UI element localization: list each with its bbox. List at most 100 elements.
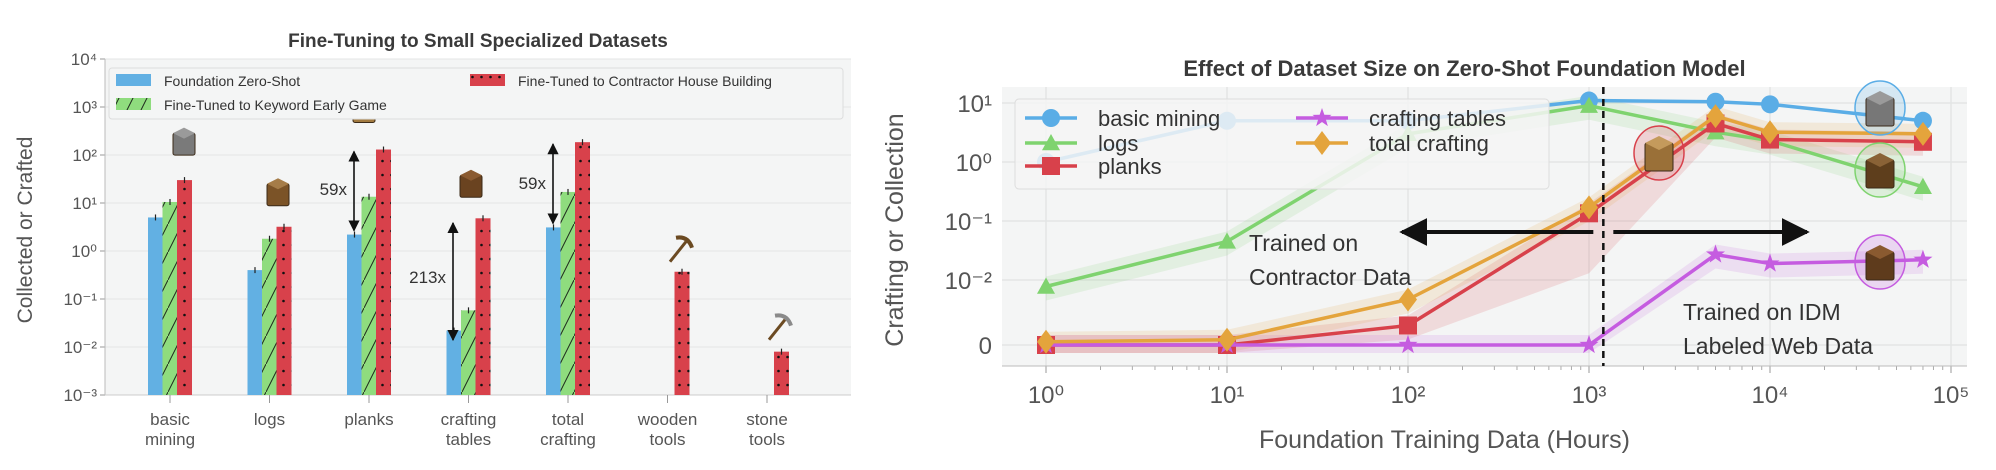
stone-block-icon: [172, 127, 196, 156]
x-tick-label: stone: [746, 410, 788, 429]
data-point: [1760, 253, 1780, 272]
x-tick-label: tools: [650, 430, 686, 449]
stone-block-icon-top: [173, 127, 195, 139]
x-tick-label: 10¹: [1210, 382, 1245, 409]
bar-foundation-zero-shot: [347, 234, 362, 395]
x-tick-label: 10⁵: [1933, 382, 1970, 409]
data-point: [1579, 335, 1599, 354]
planks-block-icon-top: [1645, 136, 1673, 150]
y-tick-label: 10⁻¹: [945, 209, 992, 236]
bar-fine-tuned-to-contractor-house-building: [376, 149, 391, 395]
y-axis-label: Collected or Crafted: [14, 137, 37, 324]
bar-fine-tuned-to-keyword-early-game: [461, 310, 476, 395]
x-tick-label: 10⁰: [1028, 382, 1064, 409]
y-tick-label: 10⁻¹: [63, 290, 97, 309]
legend-label: total crafting: [1369, 131, 1489, 156]
bar-fine-tuned-to-keyword-early-game: [560, 191, 576, 395]
bar-fine-tuned-to-contractor-house-building: [674, 271, 690, 395]
y-tick-label: 10⁴: [71, 50, 97, 69]
legend-swatch: [470, 74, 505, 86]
legend-swatch: [116, 74, 151, 86]
bar-fine-tuned-to-contractor-house-building: [774, 351, 789, 395]
bar-fine-tuned-to-contractor-house-building: [475, 218, 491, 395]
data-point: [1580, 96, 1598, 113]
data-point: [1706, 104, 1725, 129]
bar-fine-tuned-to-keyword-early-game: [361, 196, 377, 395]
legend-marker: [1312, 108, 1332, 127]
legend-label: logs: [1098, 131, 1138, 156]
bar-fine-tuned-to-keyword-early-game: [262, 238, 277, 395]
confidence-band: [1046, 113, 1923, 353]
bar-chart-fine-tuning: 10⁻³ 10⁻² 10⁻¹ 10⁰ 10¹ 10² 10³ 10⁴ Fine-Tuning t…: [14, 31, 851, 449]
crafting-table-block-icon-top: [1866, 245, 1894, 259]
x-tick-label: total: [552, 410, 584, 429]
line-chart-dataset-size: 0 10⁻² 10⁻¹ 10⁰ 10¹ 10⁰ 10¹ 10² 10³ 10⁴ 10⁵ Effect …: [881, 56, 1969, 454]
log-block-icon-top: [1866, 153, 1894, 167]
confidence-band: [1046, 106, 1923, 353]
wooden-pickaxe-icon-handle: [668, 240, 688, 263]
y-tick-label: 10¹: [72, 194, 97, 213]
y-tick-label: 10⁻³: [63, 386, 97, 405]
annotation-contractor: Contractor Data: [1249, 264, 1412, 290]
legend: Foundation Zero-Shot Fine-Tuned to Keywor…: [108, 67, 844, 120]
data-point: [1706, 92, 1725, 111]
data-point: [1580, 195, 1598, 220]
legend-label: Fine-Tuned to Keyword Early Game: [164, 97, 387, 113]
data-point: [1913, 121, 1932, 146]
ratio-label: 213x: [409, 268, 446, 287]
annotation-idm: Trained on IDM: [1683, 299, 1841, 325]
legend-label: crafting tables: [1369, 106, 1506, 131]
y-axis-label: Crafting or Collection: [881, 113, 909, 346]
x-tick-label: wooden: [637, 410, 698, 429]
data-point: [1399, 287, 1417, 312]
stone-pickaxe-icon-handle: [767, 318, 787, 341]
ratio-label: 59x: [320, 180, 348, 199]
x-tick-label: tables: [446, 430, 491, 449]
bar-fine-tuned-to-contractor-house-building: [276, 226, 292, 395]
data-point: [1913, 111, 1932, 130]
crafting-table-block-icon: [1865, 245, 1895, 281]
ratio-label: 59x: [519, 174, 547, 193]
y-tick-label: 0: [979, 333, 992, 360]
chart-title: Fine-Tuning to Small Specialized Dataset…: [288, 31, 668, 52]
x-axis-label: Foundation Training Data (Hours): [1259, 426, 1630, 454]
stone-block-icon-top: [1866, 91, 1894, 105]
legend-marker: [1042, 134, 1060, 151]
log-block-icon: [1865, 153, 1895, 189]
legend-box: [1014, 98, 1550, 190]
data-point: [1913, 177, 1932, 194]
legend-box: [108, 67, 844, 120]
bar-foundation-zero-shot: [148, 217, 163, 395]
y-tick-label: 10⁻²: [63, 338, 97, 357]
data-point: [1218, 327, 1236, 352]
log-block-icon: [266, 178, 290, 207]
y-tick-label: 10¹: [957, 91, 992, 118]
data-point: [1913, 249, 1933, 268]
confidence-band: [1046, 244, 1923, 353]
bar-foundation-zero-shot: [546, 227, 561, 395]
crafting-table-block-icon: [459, 169, 483, 198]
y-tick-label: 10²: [72, 146, 97, 165]
crafting-table-block-icon-top: [460, 169, 482, 181]
chart-title: Effect of Dataset Size on Zero-Shot Foun…: [1183, 56, 1745, 81]
bar-fine-tuned-to-contractor-house-building: [177, 180, 192, 395]
data-point: [1399, 316, 1417, 335]
bar-foundation-zero-shot: [247, 270, 263, 395]
bar-fine-tuned-to-contractor-house-building: [575, 142, 590, 395]
data-point: [1218, 232, 1236, 249]
legend-swatch: [116, 98, 151, 110]
x-tick-label: 10⁴: [1751, 382, 1788, 409]
data-point: [1761, 95, 1779, 114]
x-tick-label: crafting: [540, 430, 596, 449]
x-tick-label: logs: [254, 410, 285, 429]
y-tick-label: 10⁰: [956, 150, 992, 177]
stone-pickaxe-icon-head: [774, 313, 793, 327]
x-tick-label: 10³: [1572, 382, 1607, 409]
annotation-idm: Labeled Web Data: [1683, 333, 1873, 359]
legend-label: planks: [1098, 154, 1162, 179]
log-block-icon-top: [267, 178, 289, 190]
stone-block-icon: [1865, 91, 1895, 127]
x-tick-label: mining: [145, 430, 195, 449]
